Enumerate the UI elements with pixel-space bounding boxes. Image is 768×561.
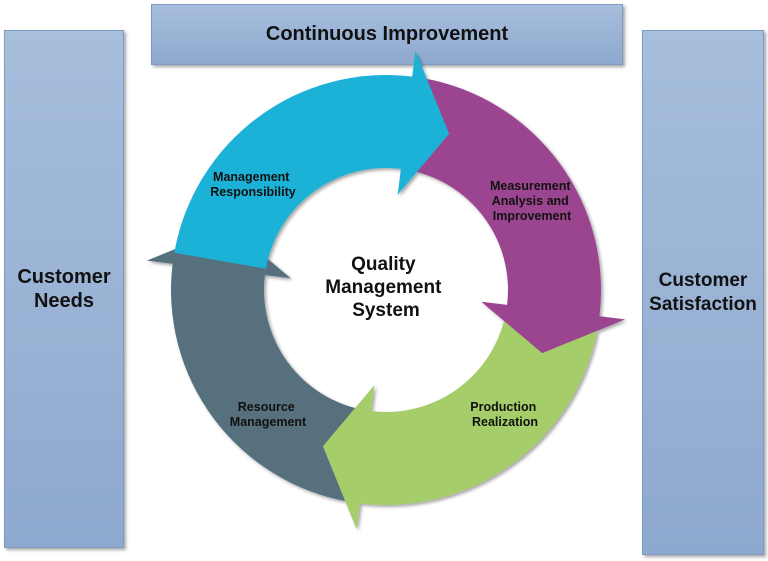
resource-management-arrow (146, 226, 365, 502)
continuous-improvement-label: Continuous Improvement (265, 23, 509, 45)
customer-needs-label: Customer Needs (17, 266, 111, 312)
management-responsibility-label: Management Responsibility (210, 170, 295, 199)
management-responsibility-arrow (174, 50, 450, 269)
quality-management-system-label: Quality Management System (325, 254, 446, 321)
customer-satisfaction-box: Customer Satisfaction (642, 30, 764, 555)
continuous-improvement-box: Continuous Improvement (151, 4, 623, 65)
resource-management-label: Resource Management (230, 400, 307, 429)
measurement-analysis-arrow (407, 78, 626, 354)
customer-needs-box: Customer Needs (4, 30, 124, 548)
production-realization-arrow (322, 311, 598, 530)
customer-satisfaction-label: Customer Satisfaction (649, 269, 757, 315)
measurement-analysis-label: Measurement Analysis and Improvement (490, 179, 574, 223)
production-realization-label: Production Realization (470, 400, 539, 429)
